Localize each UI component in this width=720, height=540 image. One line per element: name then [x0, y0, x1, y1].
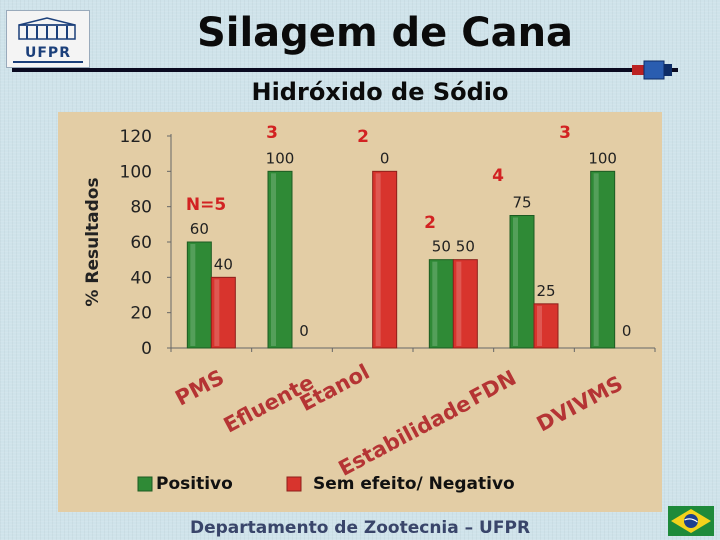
value-label: 50	[432, 238, 451, 256]
bar-highlight	[432, 261, 438, 346]
sample-count-label: 3	[266, 123, 278, 143]
legend-swatch-positivo	[137, 476, 153, 492]
bar-negativo	[533, 303, 559, 349]
value-label: 0	[299, 322, 309, 340]
sample-count-label: 2	[357, 127, 369, 147]
bar-negativo	[210, 276, 236, 349]
category-label: Estabilidade	[335, 391, 475, 481]
legend-label-positivo: Positivo	[156, 474, 233, 494]
value-label: 50	[456, 238, 475, 256]
chart-panel: 0 20 40 60 80 100 120% Resultados 60 40 100 0 0 50 50…	[58, 112, 662, 512]
y-tick-label: 80	[130, 198, 152, 218]
value-label: 0	[380, 149, 390, 167]
y-tick-label: 100	[120, 162, 152, 182]
y-tick-label: 120	[120, 127, 152, 147]
value-label: 25	[536, 282, 555, 300]
bar-highlight	[513, 217, 518, 346]
value-label: 75	[512, 194, 531, 212]
bar-highlight	[456, 261, 462, 346]
value-label: 40	[214, 255, 233, 273]
page-title: Silagem de Cana	[196, 10, 574, 56]
legend-label-negativo: Sem efeito/ Negativo	[313, 474, 515, 494]
page-subtitle: Hidróxido de Sódio	[251, 78, 509, 106]
bar-positivo	[590, 170, 616, 349]
value-label: 100	[266, 149, 295, 167]
logo-underline	[13, 61, 83, 63]
bar-positivo	[186, 241, 212, 349]
bar-positivo	[428, 259, 454, 349]
title-divider	[12, 68, 678, 72]
category-label: Etanol	[296, 360, 374, 416]
footer-text: Departamento de Zootecnia – UFPR	[189, 518, 531, 538]
bar-highlight	[271, 173, 276, 346]
bar-positivo	[267, 170, 293, 349]
value-label: 100	[588, 149, 617, 167]
sample-count-label: 3	[559, 123, 571, 143]
bar-highlight	[593, 173, 599, 346]
sample-count-label: 2	[424, 213, 436, 233]
bar-highlight	[190, 244, 196, 346]
category-label: FDN	[465, 366, 520, 410]
y-tick-label: 0	[141, 339, 152, 359]
logo-text: UFPR	[25, 45, 71, 61]
bar-positivo	[509, 215, 535, 349]
legend-swatch-negativo	[286, 476, 302, 492]
ufpr-logo: UFPR	[6, 10, 90, 68]
bar-highlight	[375, 173, 381, 346]
category-label: DVIVMS	[533, 371, 627, 436]
y-axis-label: % Resultados	[83, 177, 103, 306]
category-label: PMS	[171, 365, 228, 410]
bar-highlight	[214, 279, 220, 346]
bar-negativo	[452, 259, 478, 349]
brazil-flag-icon	[668, 506, 714, 536]
building-icon	[18, 17, 76, 40]
bar-highlight	[537, 305, 542, 346]
sample-count-label: N=5	[186, 195, 226, 215]
sample-count-label: 4	[492, 166, 504, 186]
value-label: 60	[190, 220, 209, 238]
connector-icon	[632, 60, 672, 80]
value-label: 0	[622, 322, 632, 340]
y-tick-label: 60	[130, 233, 152, 253]
bar-negativo	[372, 170, 398, 349]
y-tick-label: 40	[130, 268, 152, 288]
y-tick-label: 20	[130, 304, 152, 324]
